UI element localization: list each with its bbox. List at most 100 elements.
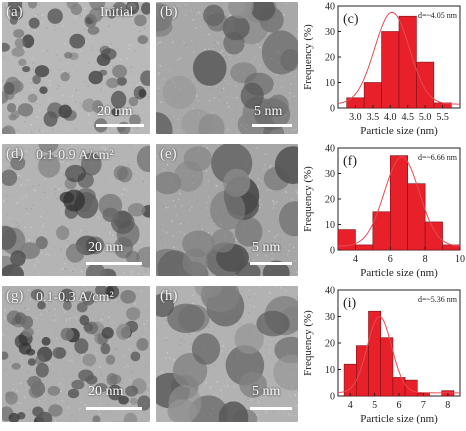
tem-noise-dot [259, 46, 261, 48]
tem-noise-dot [65, 320, 67, 322]
y-tick-label: 0 [330, 104, 335, 115]
tem-noise-dot [59, 86, 61, 88]
histogram-bar [425, 222, 442, 250]
tem-noise-dot [178, 199, 180, 201]
tem-noise-dot [21, 358, 23, 360]
tem-noise-dot [157, 167, 159, 169]
x-tick-label: 8 [445, 400, 450, 411]
tem-noise-dot [285, 95, 287, 97]
tem-noise-dot [32, 189, 34, 191]
tem-noise-dot [145, 144, 147, 146]
tem-noise-dot [181, 192, 183, 194]
tem-noise-dot [36, 354, 38, 356]
tem-noise-dot [217, 105, 219, 107]
tem-noise-dot [92, 318, 94, 320]
tem-noise-dot [166, 64, 168, 66]
tem-noise-dot [278, 295, 280, 297]
tem-particle [64, 52, 73, 59]
panel-label-h: (h) [160, 288, 178, 305]
tem-noise-dot [60, 249, 62, 251]
tem-noise-dot [128, 338, 130, 340]
tem-noise-dot [278, 287, 280, 289]
tem-noise-dot [205, 39, 207, 41]
tem-noise-dot [285, 3, 287, 5]
x-tick-label: 5.5 [436, 112, 449, 123]
tem-noise-dot [46, 45, 48, 47]
tem-noise-dot [169, 70, 171, 72]
tem-noise-dot [24, 156, 26, 158]
tem-noise-dot [72, 100, 74, 102]
tem-noise-dot [70, 381, 72, 383]
tem-noise-dot [3, 163, 5, 165]
tem-noise-dot [281, 86, 283, 88]
tem-noise-dot [6, 58, 8, 60]
tem-noise-dot [196, 95, 198, 97]
tem-noise-dot [27, 157, 29, 159]
tem-noise-dot [34, 223, 36, 225]
tem-image-g: (g) 0.1-0.3 A/cm² 20 nm [2, 286, 150, 422]
tem-noise-dot [176, 215, 178, 217]
tem-noise-dot [191, 206, 193, 208]
tem-noise-dot [122, 163, 124, 165]
tem-noise-dot [82, 267, 84, 269]
x-axis-label: Particle size (nm) [360, 125, 438, 137]
tem-noise-dot [46, 254, 48, 256]
tem-noise-dot [115, 233, 117, 235]
tem-noise-dot [163, 38, 165, 40]
tem-noise-dot [297, 192, 299, 194]
tem-noise-dot [146, 388, 148, 390]
tem-noise-dot [143, 323, 145, 325]
tem-noise-dot [213, 228, 215, 230]
tem-noise-dot [273, 201, 275, 203]
tem-noise-dot [168, 58, 170, 60]
tem-noise-dot [161, 97, 163, 99]
tem-noise-dot [255, 293, 257, 295]
tem-noise-dot [80, 103, 82, 105]
tem-noise-dot [216, 394, 218, 396]
tem-noise-dot [18, 174, 20, 176]
x-tick-label: 3.0 [349, 112, 362, 123]
tem-noise-dot [294, 76, 296, 78]
tem-noise-dot [293, 247, 295, 249]
x-tick-label: 10 [455, 254, 465, 265]
tem-noise-dot [36, 259, 38, 261]
tem-noise-dot [297, 85, 298, 87]
tem-noise-dot [253, 259, 255, 261]
tem-noise-dot [48, 401, 50, 403]
tem-noise-dot [284, 246, 286, 248]
tem-noise-dot [75, 102, 77, 104]
tem-noise-dot [63, 317, 65, 319]
tem-noise-dot [56, 338, 58, 340]
tem-noise-dot [197, 85, 199, 87]
tem-noise-dot [28, 239, 30, 241]
tem-noise-dot [147, 46, 149, 48]
tem-noise-dot [135, 50, 137, 52]
tem-noise-dot [269, 167, 271, 169]
tem-noise-dot [46, 27, 48, 29]
tem-noise-dot [6, 201, 8, 203]
tem-noise-dot [114, 355, 116, 357]
tem-noise-dot [156, 156, 158, 158]
tem-particle [71, 380, 84, 390]
tem-noise-dot [210, 94, 212, 96]
tem-noise-dot [3, 14, 5, 16]
tem-noise-dot [189, 209, 191, 211]
tem-noise-dot [172, 41, 174, 43]
tem-particle [63, 190, 85, 212]
tem-noise-dot [225, 115, 227, 117]
tem-noise-dot [30, 227, 32, 229]
tem-noise-dot [149, 385, 151, 387]
tem-noise-dot [197, 200, 199, 202]
tem-noise-dot [49, 80, 51, 82]
tem-noise-dot [55, 193, 57, 195]
tem-noise-dot [13, 383, 15, 385]
tem-noise-dot [42, 226, 44, 228]
tem-particle [56, 226, 69, 240]
tem-noise-dot [13, 224, 15, 226]
tem-noise-dot [186, 44, 188, 46]
tem-noise-dot [159, 65, 161, 67]
tem-noise-dot [266, 346, 268, 348]
tem-noise-dot [37, 228, 39, 230]
tem-noise-dot [38, 266, 40, 268]
tem-noise-dot [118, 421, 120, 422]
